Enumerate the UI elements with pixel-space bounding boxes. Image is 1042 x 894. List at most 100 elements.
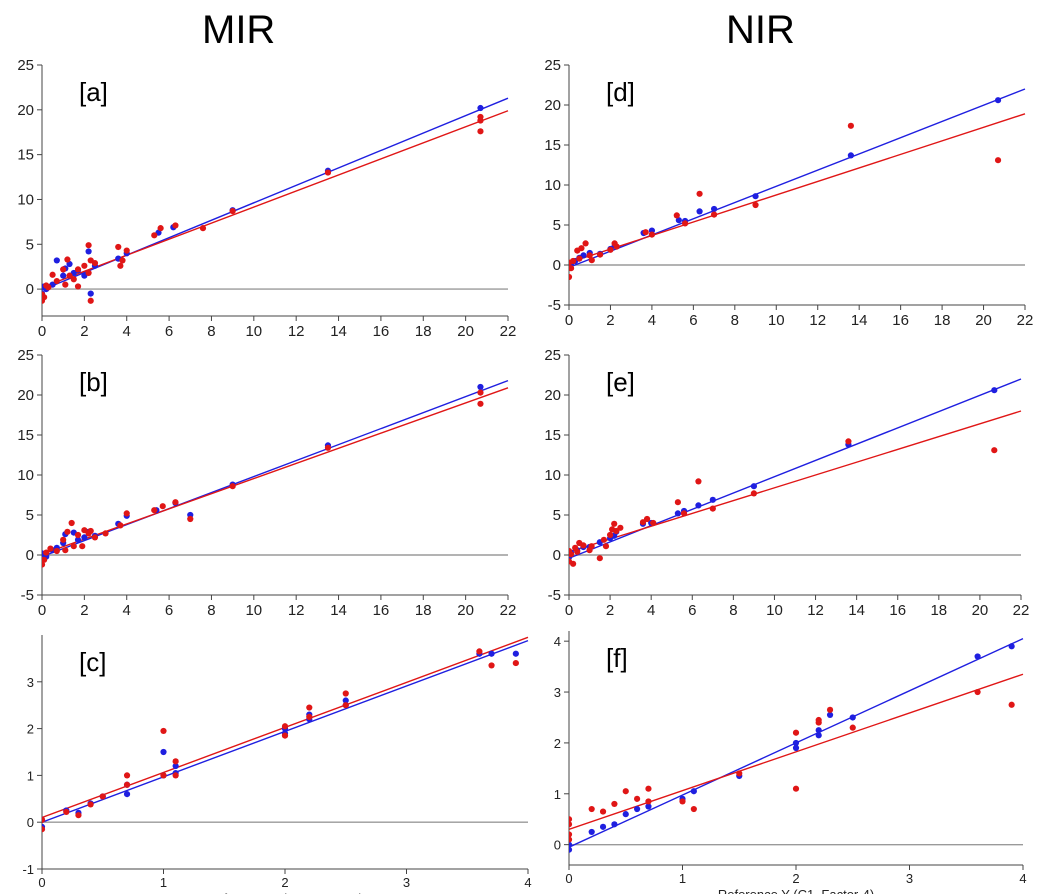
red-data-point	[81, 527, 88, 534]
x-tick-label: 16	[373, 602, 390, 619]
red-data-point	[172, 772, 179, 779]
red-data-point	[123, 247, 130, 254]
panel-label: [c]	[79, 647, 106, 677]
blue-data-point	[690, 788, 697, 795]
red-data-point	[611, 520, 618, 527]
red-data-point	[157, 225, 164, 232]
x-tick-label: 22	[1013, 602, 1030, 619]
red-data-point	[613, 243, 620, 250]
red-data-point	[974, 688, 981, 696]
red-data-point	[606, 531, 614, 539]
red-data-point	[62, 281, 69, 288]
red-data-point	[680, 510, 688, 517]
x-axis-title: Reference Y (C1, Factor-4)	[207, 891, 363, 894]
y-tick-label: 1	[554, 787, 561, 802]
red-data-point	[306, 713, 313, 720]
x-tick-label: 20	[457, 602, 474, 619]
panel-label: [b]	[79, 367, 108, 397]
red-data-point	[845, 438, 852, 445]
red-data-point	[569, 836, 573, 843]
y-tick-label: 5	[26, 236, 34, 253]
red-data-point	[53, 547, 60, 555]
y-tick-label: 15	[544, 137, 561, 154]
red-data-point	[42, 816, 46, 823]
red-data-point	[569, 265, 575, 272]
red-data-point	[87, 297, 94, 304]
red-data-point	[617, 524, 624, 531]
x-tick-label: 6	[688, 602, 696, 619]
y-tick-label: 5	[553, 507, 561, 524]
red-data-point	[160, 772, 167, 779]
x-tick-label: 12	[288, 602, 305, 619]
red-data-point	[690, 805, 697, 813]
red-data-point	[64, 528, 71, 535]
red-data-point	[645, 798, 652, 805]
blue-data-point	[123, 791, 131, 798]
x-tick-label: 12	[809, 312, 826, 329]
red-data-point	[650, 519, 657, 527]
x-tick-label: 8	[207, 323, 215, 340]
red-data-point	[99, 793, 106, 800]
red-data-point	[70, 276, 77, 283]
red-data-point	[68, 519, 75, 527]
x-tick-label: 3	[403, 875, 410, 890]
red-data-point	[826, 706, 834, 713]
red-data-point	[85, 242, 92, 249]
y-tick-label: 2	[27, 722, 34, 737]
y-tick-label: 10	[544, 177, 561, 194]
red-data-point	[47, 545, 54, 552]
red-data-point	[570, 560, 577, 567]
blue-data-point	[815, 732, 822, 739]
blue-data-point	[750, 483, 758, 490]
x-tick-label: 16	[373, 323, 390, 340]
blue-data-point	[849, 714, 856, 721]
y-tick-label: 25	[544, 347, 561, 364]
blue-data-point	[994, 97, 1002, 104]
blue-data-point	[1008, 643, 1015, 650]
blue-data-point	[85, 248, 92, 255]
blue-data-point	[792, 744, 800, 752]
red-data-point	[63, 808, 70, 816]
blue-data-point	[815, 727, 822, 734]
red-data-point	[991, 447, 998, 454]
red-data-point	[580, 542, 587, 549]
red-data-point	[648, 231, 656, 238]
blue-data-point	[645, 803, 652, 810]
x-tick-label: 8	[207, 602, 215, 619]
red-data-point	[79, 543, 86, 550]
red-data-point	[85, 269, 92, 277]
red-data-point	[488, 662, 495, 669]
y-tick-label: 15	[544, 427, 561, 444]
y-tick-label: 2	[554, 736, 561, 751]
blue-data-point	[60, 272, 67, 279]
column-title-mir: MIR	[202, 8, 276, 52]
red-data-point	[710, 211, 718, 218]
red-data-point	[569, 831, 573, 838]
x-tick-label: 2	[792, 871, 799, 886]
red-regression-line	[569, 410, 1022, 553]
panel-label: [f]	[606, 643, 628, 673]
blue-data-point	[695, 502, 702, 509]
blue-data-point	[569, 846, 573, 853]
red-data-point	[60, 536, 67, 543]
x-tick-label: 14	[330, 602, 347, 619]
blue-data-point	[622, 811, 629, 818]
red-data-point	[588, 543, 595, 550]
red-data-point	[695, 478, 702, 485]
red-data-point	[588, 805, 595, 813]
red-data-point	[642, 229, 649, 236]
red-data-point	[172, 499, 179, 506]
x-tick-label: 4	[123, 323, 131, 340]
y-tick-label: -1	[22, 862, 34, 877]
blue-data-point	[826, 711, 834, 719]
red-data-point	[117, 522, 124, 529]
blue-data-point	[488, 650, 495, 657]
y-tick-label: 25	[544, 57, 561, 74]
x-tick-label: 4	[1019, 871, 1026, 886]
red-data-point	[679, 798, 686, 805]
red-data-point	[569, 551, 575, 558]
blue-data-point	[792, 739, 800, 747]
x-tick-label: 18	[930, 602, 947, 619]
y-tick-label: -5	[548, 587, 561, 604]
